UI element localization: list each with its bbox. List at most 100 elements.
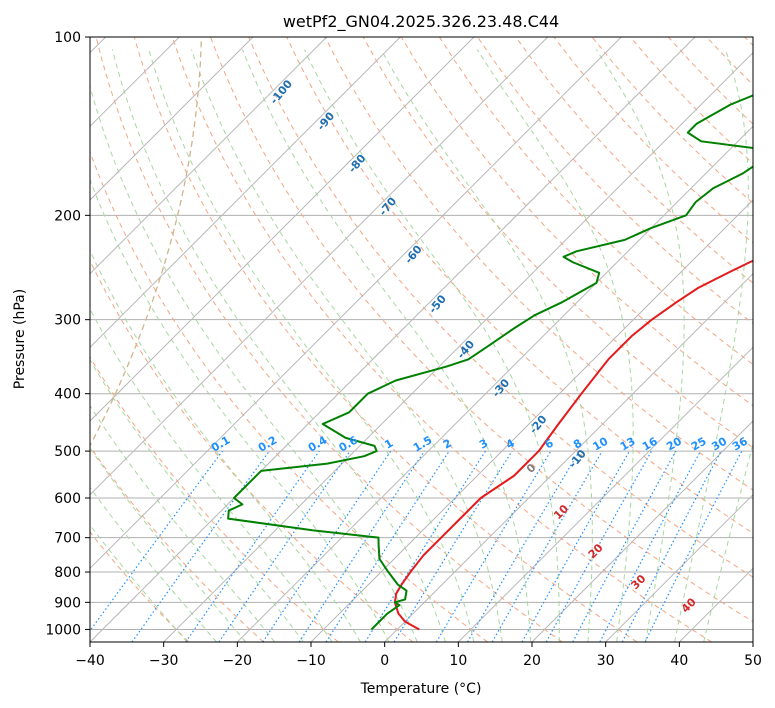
moist-adiabat-line xyxy=(90,524,188,642)
moist-adiabat-line xyxy=(90,486,217,642)
x-tick-label: −30 xyxy=(149,653,179,669)
background-lines xyxy=(90,37,753,642)
dry-adiabat-label: -40 xyxy=(454,338,477,362)
isotherm-line xyxy=(90,37,622,570)
dry-adiabat-line xyxy=(90,356,339,642)
mixing-ratio-label: 6 xyxy=(543,436,556,451)
y-tick-label: 800 xyxy=(54,565,81,581)
dry-adiabat-line xyxy=(515,37,753,284)
dry-adiabat-line xyxy=(706,37,753,86)
y-axis-title: Pressure (hPa) xyxy=(12,289,28,389)
isotherm-line xyxy=(605,493,753,642)
y-tick-label: 1000 xyxy=(45,622,81,638)
moist-adiabat-label: 10 xyxy=(551,502,571,522)
isotherm-line xyxy=(531,420,753,642)
moist-adiabat-line xyxy=(111,49,447,642)
mixing-ratio-line xyxy=(262,450,392,642)
dry-adiabat-label: -60 xyxy=(402,243,425,267)
dry-adiabat-line xyxy=(591,37,753,204)
reference-curve-line xyxy=(90,37,203,448)
moist-adiabat-label: 20 xyxy=(586,541,606,561)
dry-adiabat-label: -10 xyxy=(566,447,589,471)
isotherm-line xyxy=(384,272,753,642)
y-tick-label: 600 xyxy=(54,491,81,507)
dry-adiabat-line xyxy=(90,259,414,642)
dry-adiabat-label: -90 xyxy=(314,109,337,133)
dry-adiabat-line xyxy=(477,37,753,325)
isotherm-line xyxy=(90,37,475,422)
isotherm-line xyxy=(163,51,753,642)
dry-adiabat-line xyxy=(400,37,753,407)
x-tick-label: 20 xyxy=(523,653,541,669)
mixing-ratio-line xyxy=(298,450,425,642)
moist-adiabat-line xyxy=(674,49,749,642)
moist-adiabat-line xyxy=(90,447,247,642)
mixing-ratio-line xyxy=(435,450,552,642)
isotherm-line xyxy=(90,37,254,201)
chart-title: wetPf2_GN04.2025.326.23.48.C44 xyxy=(283,12,559,32)
isotherm-line xyxy=(90,37,696,642)
background-line-labels: 0.1 0.2 0.4 0.6 1 1.5 2 3 4 6 8 10 13 16 20 25 30 36-100-… xyxy=(209,77,750,615)
dry-adiabat-line xyxy=(439,37,753,366)
x-tick-label: 10 xyxy=(449,653,467,669)
isotherm-line xyxy=(90,37,401,349)
mixing-ratio-line xyxy=(644,450,743,642)
moist-adiabat-label: 30 xyxy=(628,572,648,592)
isotherm-line xyxy=(90,37,549,496)
y-tick-label: 400 xyxy=(54,387,81,403)
mixing-ratio-line xyxy=(325,450,450,642)
y-tick-label: 900 xyxy=(54,595,81,611)
dry-adiabat-line xyxy=(90,150,488,642)
moist-adiabat-line xyxy=(90,308,333,642)
dry-adiabat-line xyxy=(210,37,753,623)
dry-adiabat-label: -70 xyxy=(377,195,400,219)
dry-adiabat-line xyxy=(248,37,753,578)
dry-adiabat-line xyxy=(133,37,638,642)
dry-adiabat-line xyxy=(90,531,190,642)
x-tick-label: 30 xyxy=(597,653,615,669)
x-tick-label: 50 xyxy=(744,653,762,669)
moist-adiabat-line xyxy=(380,49,593,642)
moist-adiabat-line xyxy=(304,49,560,642)
dry-adiabat-line xyxy=(668,37,753,125)
moist-adiabat-line xyxy=(703,441,753,642)
mixing-ratio-line xyxy=(572,450,677,642)
y-axis: 1000 900 800 700 600 500 400 300 200 100 xyxy=(45,30,90,638)
mixing-ratio-line xyxy=(90,450,223,632)
mixing-ratio-line xyxy=(185,450,320,642)
dry-adiabat-line xyxy=(95,37,563,642)
mixing-ratio-line xyxy=(466,450,580,642)
x-axis: −40 −30 −20 −10 0 10 20 30 40 50 xyxy=(75,642,762,669)
dry-adiabat-line xyxy=(744,37,753,47)
mixing-ratio-line xyxy=(218,450,351,642)
mixing-ratio-label: 4 xyxy=(504,436,517,451)
dewpoint-line xyxy=(227,94,753,631)
moist-adiabat-line xyxy=(90,84,418,642)
moist-adiabat-line xyxy=(595,49,685,642)
x-tick-label: −40 xyxy=(75,653,105,669)
isotherm-line xyxy=(236,125,753,642)
y-tick-label: 700 xyxy=(54,531,81,547)
temperature-line xyxy=(393,259,753,631)
moist-adiabat-label: 40 xyxy=(679,595,699,615)
isotherm-line xyxy=(310,199,753,642)
moist-adiabat-line xyxy=(190,49,503,642)
dry-adiabat-label: -80 xyxy=(346,152,369,176)
moist-adiabat-line xyxy=(90,359,304,642)
isotherm-line xyxy=(457,346,753,642)
profile-lines xyxy=(227,94,753,631)
mixing-ratio-line xyxy=(545,450,653,642)
moist-adiabat-line xyxy=(476,49,634,642)
dry-adiabat-label: -30 xyxy=(490,376,513,400)
dry-adiabat-label: -50 xyxy=(426,292,449,316)
mixing-ratio-line xyxy=(131,450,270,642)
dry-adiabat-label: -20 xyxy=(527,413,550,437)
moist-adiabat-line xyxy=(90,178,390,642)
dry-adiabat-line xyxy=(90,445,264,642)
y-tick-label: 500 xyxy=(54,444,81,460)
x-tick-label: 0 xyxy=(380,653,389,669)
y-tick-label: 100 xyxy=(54,30,81,46)
dry-adiabat-label: -100 xyxy=(267,77,295,107)
x-tick-label: −20 xyxy=(223,653,253,669)
